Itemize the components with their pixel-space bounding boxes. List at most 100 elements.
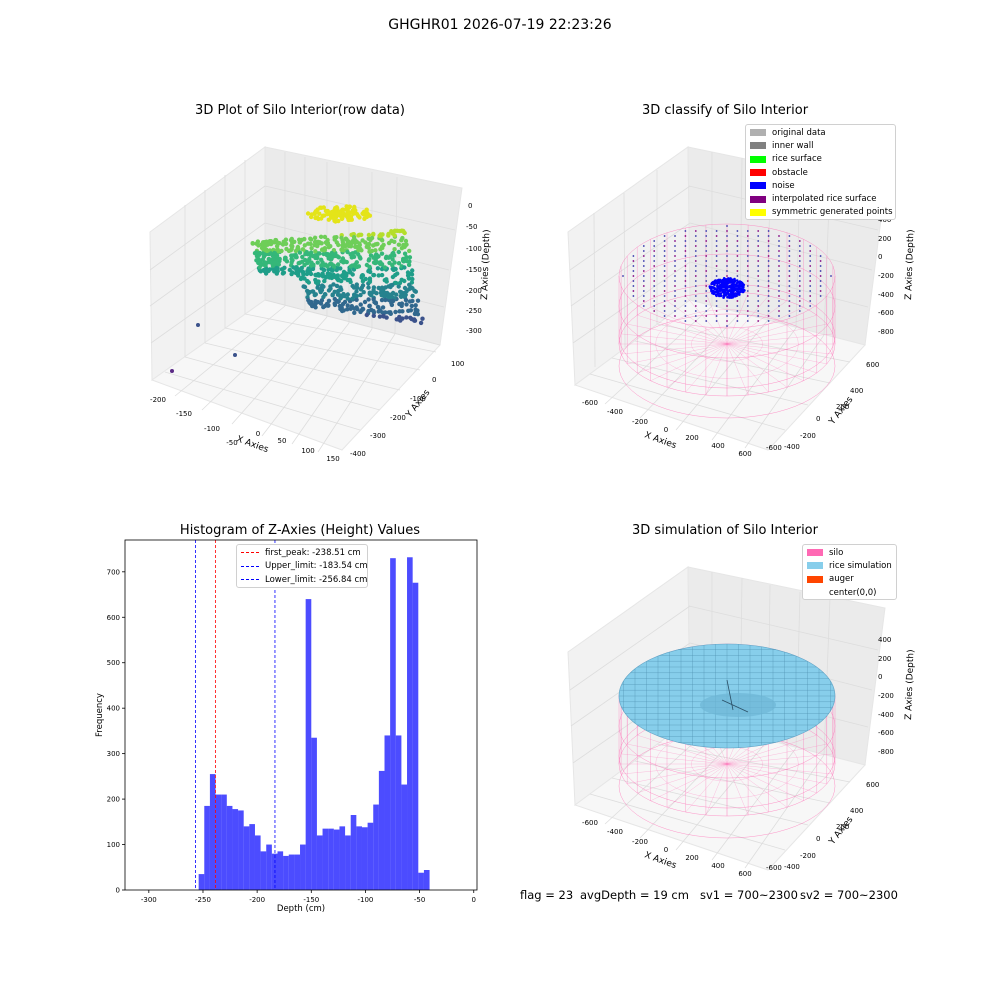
raw-data-point bbox=[405, 259, 410, 264]
classify-surface-point bbox=[757, 305, 760, 307]
classify-noise-point bbox=[726, 290, 730, 294]
histogram-bar bbox=[322, 828, 329, 890]
classify-x-axis-label: X Axies bbox=[643, 430, 678, 451]
classify-surface-point bbox=[746, 305, 749, 307]
classify-silo-spoke bbox=[726, 333, 833, 345]
raw-data-point bbox=[299, 275, 304, 280]
raw-data-point bbox=[254, 250, 259, 256]
classify-surface-point bbox=[736, 255, 739, 257]
raw-data-point bbox=[263, 243, 268, 248]
raw-data-point bbox=[397, 228, 402, 234]
classify-surface-point bbox=[715, 235, 718, 237]
raw-data-point bbox=[336, 288, 341, 293]
raw-data-point bbox=[341, 308, 346, 313]
raw-data-point bbox=[359, 248, 364, 253]
classify-surface-point bbox=[642, 280, 645, 282]
classify-x-tick-label: 600 bbox=[738, 450, 751, 458]
raw-data-point bbox=[327, 272, 332, 277]
classify-surface-point bbox=[809, 285, 812, 287]
histogram-bar bbox=[311, 737, 317, 890]
raw-data-point bbox=[302, 262, 307, 268]
classify-noise-point bbox=[710, 285, 713, 289]
classify-surface-point bbox=[705, 260, 708, 262]
raw-data-point bbox=[323, 240, 328, 245]
raw-data-point bbox=[340, 240, 346, 245]
classify-surface-point bbox=[705, 250, 708, 252]
classify-surface-point bbox=[694, 285, 697, 287]
histogram-bar bbox=[221, 794, 227, 890]
classify-legend-entry: inner wall bbox=[746, 139, 895, 152]
classify-surface-point bbox=[736, 315, 739, 317]
raw-data-point bbox=[407, 248, 412, 254]
raw-data-point bbox=[283, 255, 288, 260]
classify-surface-point bbox=[715, 250, 718, 252]
classify-surface-point bbox=[757, 270, 760, 272]
classify-surface-point bbox=[809, 295, 812, 297]
classify-legend-entry: symmetric generated points bbox=[746, 206, 895, 219]
raw-data-point bbox=[380, 287, 385, 293]
classify-noise-point bbox=[720, 289, 723, 292]
classify-surface-point bbox=[663, 280, 666, 282]
classify-noise-point bbox=[722, 277, 726, 280]
classify-surface-point bbox=[684, 250, 687, 252]
classify-surface-point bbox=[726, 300, 728, 302]
classify-surface-point bbox=[778, 275, 780, 277]
simulation-y-axis-label: Y Axies bbox=[827, 815, 856, 848]
raw-data-point bbox=[256, 256, 261, 262]
raw-data-point bbox=[367, 279, 373, 284]
raw-data-point bbox=[314, 273, 320, 278]
raw-data-point bbox=[350, 272, 355, 277]
raw-data-point bbox=[404, 255, 409, 260]
raw-data-point bbox=[294, 255, 299, 260]
classify-surface-point bbox=[705, 300, 708, 302]
classify-surface-point bbox=[715, 300, 718, 302]
raw-data-point bbox=[297, 240, 303, 245]
raw-data-point bbox=[394, 292, 399, 297]
raw-data-point bbox=[350, 283, 355, 289]
raw-data-point bbox=[341, 260, 346, 265]
classify-surface-point bbox=[674, 245, 676, 247]
raw-data-point bbox=[317, 211, 322, 216]
raw-data-point bbox=[312, 239, 318, 245]
classify-noise-point bbox=[720, 284, 723, 288]
raw-data-point bbox=[339, 235, 344, 240]
classify-noise-point bbox=[722, 283, 726, 286]
simulation-legend-swatch bbox=[807, 575, 823, 583]
raw-data-point bbox=[351, 234, 357, 240]
classify-y-tick-label: 600 bbox=[866, 361, 879, 369]
raw-data-point bbox=[367, 291, 372, 297]
classify-surface-point bbox=[715, 255, 718, 257]
classify-surface-point bbox=[674, 235, 676, 237]
classify-surface-point bbox=[736, 270, 739, 272]
raw-data-point bbox=[406, 262, 412, 268]
classify-surface-point bbox=[746, 270, 749, 272]
raw-data-point bbox=[420, 316, 425, 321]
raw-data-point bbox=[335, 254, 340, 259]
classify-legend-label: original data bbox=[772, 127, 826, 138]
raw-data-point bbox=[371, 272, 377, 278]
raw-data-point bbox=[268, 241, 274, 247]
classify-surface-point bbox=[767, 270, 770, 272]
classify-surface-point bbox=[684, 315, 687, 317]
raw-data-point bbox=[328, 261, 333, 267]
raw-data-point bbox=[306, 266, 311, 271]
classify-surface-point bbox=[767, 235, 770, 237]
classify-x-tick-label: -400 bbox=[607, 408, 623, 416]
classify-surface-point bbox=[736, 300, 739, 302]
simulation-silo-spoke bbox=[637, 763, 728, 794]
classify-surface-point bbox=[767, 285, 770, 287]
classify-noise-point bbox=[712, 283, 716, 286]
classify-noise-point bbox=[713, 279, 717, 283]
simulation-legend-entry: silo bbox=[803, 546, 896, 559]
classify-y-axis-label: Y Axies bbox=[827, 395, 856, 428]
classify-surface-point bbox=[674, 265, 676, 267]
classify-noise-point bbox=[725, 288, 728, 291]
classify-surface-point bbox=[632, 265, 635, 267]
raw-x-tick-label: 0 bbox=[256, 430, 260, 438]
raw-data-point bbox=[352, 306, 357, 311]
raw-data-point bbox=[306, 291, 311, 296]
classify-surface-point bbox=[694, 320, 697, 322]
classify-surface-point bbox=[798, 240, 801, 242]
raw-data-point bbox=[407, 255, 413, 260]
